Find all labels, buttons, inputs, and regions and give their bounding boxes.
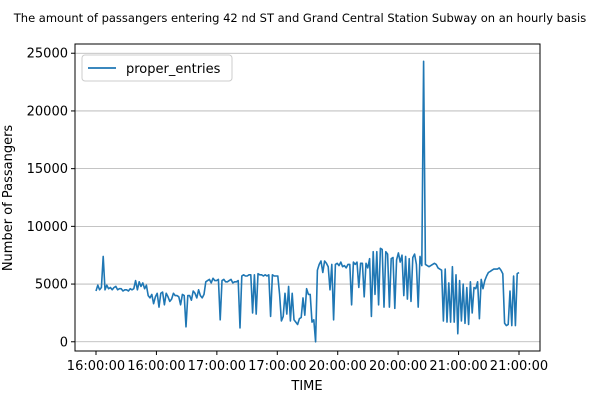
x-tick-label: 20:00:00 (309, 359, 367, 374)
y-tick-label: 5000 (35, 278, 68, 293)
gridlines (75, 52, 540, 343)
legend-box (81, 54, 233, 82)
x-axis-label: TIME (290, 379, 322, 394)
y-tick-label: 20000 (27, 104, 68, 119)
x-tick-label: 16:00:00 (67, 359, 125, 374)
y-axis: 0 5000 10000 15000 20000 25000 (27, 47, 75, 350)
x-tick-label: 21:00:00 (429, 359, 487, 374)
series-layer (95, 60, 520, 343)
y-axis-label: Number of Passangers (1, 125, 16, 272)
x-tick-label: 17:00:00 (248, 359, 306, 374)
series-line-proper-entries (95, 60, 520, 343)
legend: proper_entries (81, 54, 233, 82)
x-tick-label: 17:00:00 (188, 359, 246, 374)
plot-area-frame (74, 43, 541, 352)
chart-title: The amount of passangers entering 42 nd … (13, 11, 586, 25)
y-tick-label: 0 (60, 335, 68, 350)
x-tick-label: 16:00:00 (127, 359, 185, 374)
y-tick-label: 10000 (27, 220, 68, 235)
x-tick-label: 20:00:00 (369, 359, 427, 374)
y-tick-label: 15000 (27, 162, 68, 177)
legend-label-proper-entries: proper_entries (126, 62, 221, 77)
x-axis: 16:00:00 16:00:00 17:00:00 17:00:00 20:00:00… (67, 351, 548, 374)
y-tick-label: 25000 (27, 47, 68, 62)
x-tick-label: 21:00:00 (490, 359, 548, 374)
